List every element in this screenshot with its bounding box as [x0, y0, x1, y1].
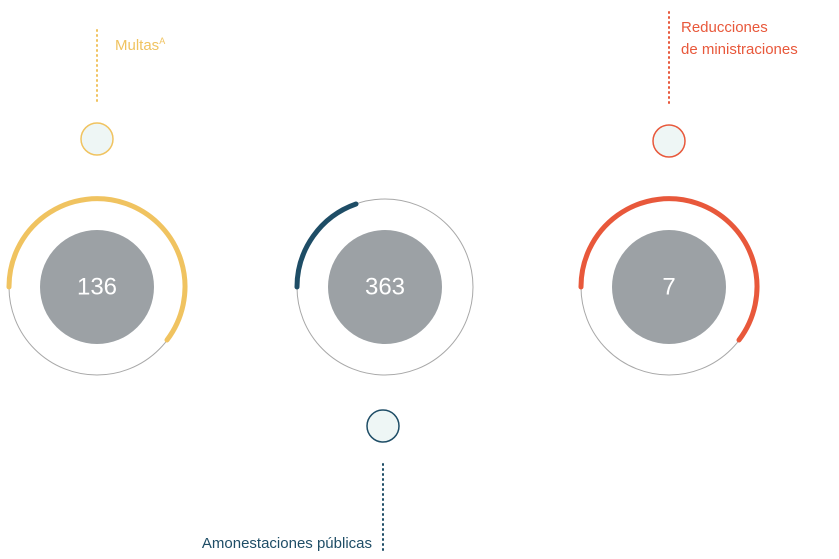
marker	[366, 409, 400, 443]
gauge: 136 MultasA	[6, 29, 188, 376]
value-disc	[40, 230, 154, 344]
value: 7	[662, 273, 675, 300]
label: Reducciones	[681, 19, 768, 36]
gauge: 7 Reducciones de ministraciones	[578, 11, 798, 376]
value: 363	[365, 273, 405, 300]
label: Amonestaciones públicas	[202, 535, 372, 552]
value: 136	[77, 273, 117, 300]
arc	[578, 196, 760, 343]
label: MultasA	[115, 36, 165, 54]
value-disc	[612, 230, 726, 344]
label: de ministraciones	[681, 41, 798, 58]
arc	[6, 196, 188, 343]
gauge: 363 Amonestaciones públicas	[202, 198, 474, 553]
marker	[80, 122, 114, 156]
arc	[294, 201, 359, 290]
value-disc	[328, 230, 442, 344]
marker	[652, 124, 686, 158]
